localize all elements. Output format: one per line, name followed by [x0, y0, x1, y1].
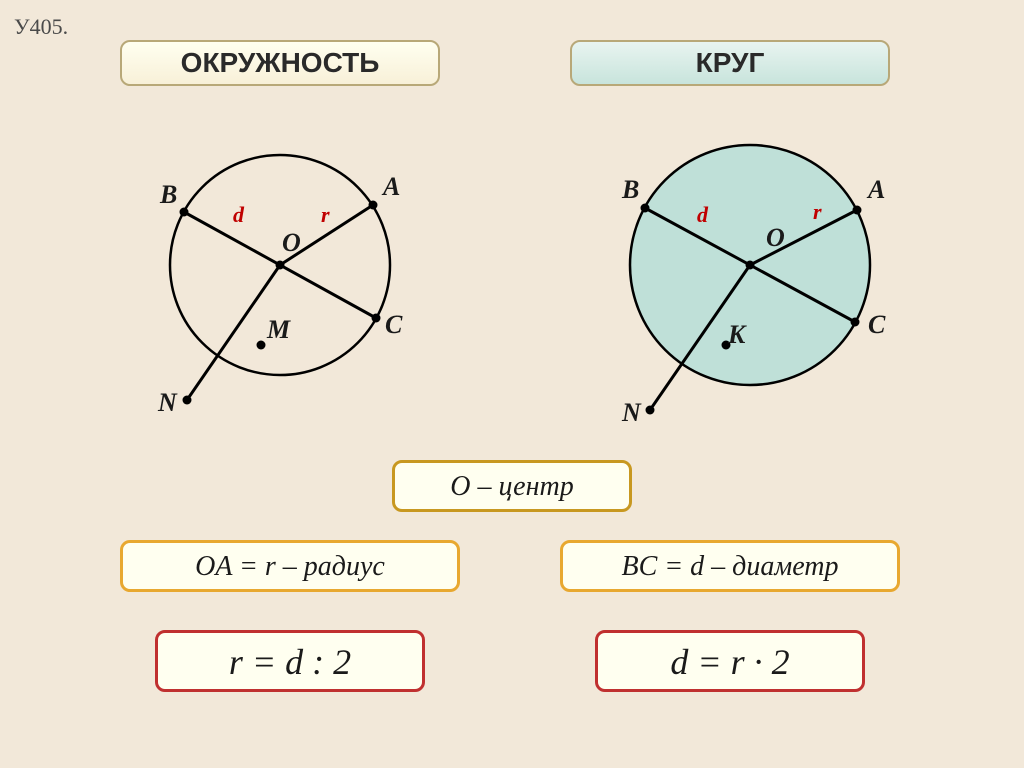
box-center: O – центр — [392, 460, 632, 512]
label-C: C — [868, 310, 885, 340]
label-A: A — [868, 175, 885, 205]
label-N: N — [158, 388, 177, 418]
label-K: K — [728, 320, 745, 350]
label-d: d — [697, 202, 708, 228]
label-r: r — [813, 199, 822, 225]
label-M: M — [267, 315, 290, 345]
label-N: N — [622, 398, 641, 428]
header-circle: ОКРУЖНОСТЬ — [120, 40, 440, 86]
label-B: B — [622, 175, 639, 205]
header-disc: КРУГ — [570, 40, 890, 86]
circle-svg — [60, 120, 520, 430]
box-radius: OA = r – радиус — [120, 540, 460, 592]
disc-svg — [530, 120, 990, 430]
box-formula-r: r = d : 2 — [155, 630, 425, 692]
diagram-circle: A B C M N O d r — [60, 120, 520, 430]
label-A: A — [383, 172, 400, 202]
label-O: O — [282, 228, 301, 258]
label-C: C — [385, 310, 402, 340]
label-r: r — [321, 202, 330, 228]
label-O: O — [766, 223, 785, 253]
label-B: B — [160, 180, 177, 210]
label-d: d — [233, 202, 244, 228]
box-formula-d: d = r · 2 — [595, 630, 865, 692]
box-diameter: BC = d – диаметр — [560, 540, 900, 592]
diagram-disc: A B C K N O d r — [530, 120, 990, 430]
reference-label: У405. — [14, 14, 68, 40]
